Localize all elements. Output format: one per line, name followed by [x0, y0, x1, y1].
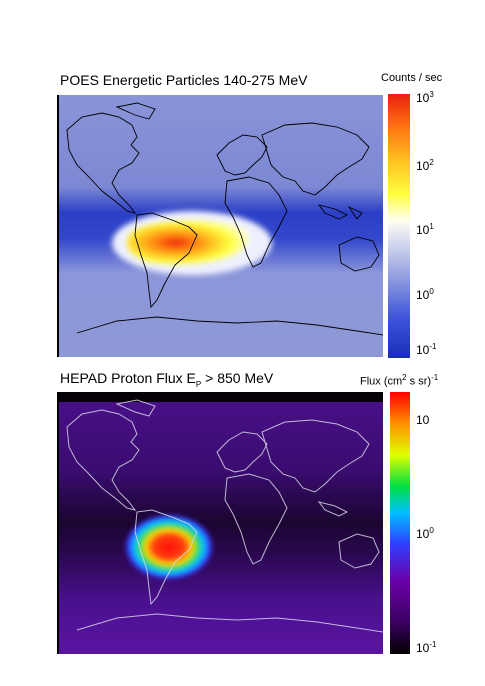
panel2-colorbar-svg — [390, 392, 410, 654]
panel1-colorbar-svg — [388, 94, 410, 358]
panel1-tick-1e0: 100 — [416, 287, 434, 302]
panel1-south-atlantic-anomaly — [126, 220, 249, 265]
panel2-tick-1e0: 100 — [416, 526, 434, 541]
panel1-map-svg — [57, 95, 383, 357]
panel1-tick-1e3: 103 — [416, 90, 434, 105]
panel2-colorbar-title: Flux (cm2 s sr)-1 — [360, 373, 439, 388]
panel1-map — [57, 95, 383, 357]
panel2-map — [57, 392, 383, 654]
panel1-tick-1e1: 101 — [416, 222, 434, 237]
panel1-tick-1e2: 102 — [416, 158, 434, 173]
panel2-background — [57, 392, 383, 654]
panel1-tick-1e-1: 10-1 — [416, 342, 437, 357]
panel2-left-axis — [57, 392, 59, 654]
panel1-left-axis — [57, 95, 59, 357]
panel2-tick-1e-1: 10-1 — [416, 640, 437, 655]
panel2-colorbar — [390, 392, 410, 654]
panel2-top-strip — [57, 392, 383, 402]
panel2-tick-10: 10 — [416, 413, 430, 427]
panel2-map-svg — [57, 392, 383, 654]
panel2-title: HEPAD Proton Flux EP > 850 MeV — [60, 370, 274, 389]
panel1-title: POES Energetic Particles 140-275 MeV — [60, 72, 308, 88]
panel2-coastlines — [66, 399, 383, 633]
panel1-colorbar — [388, 94, 410, 358]
panel1-coastlines — [66, 102, 383, 336]
panel1-colorbar-title: Counts / sec — [381, 72, 443, 84]
panel2-south-atlantic-anomaly — [123, 513, 215, 581]
